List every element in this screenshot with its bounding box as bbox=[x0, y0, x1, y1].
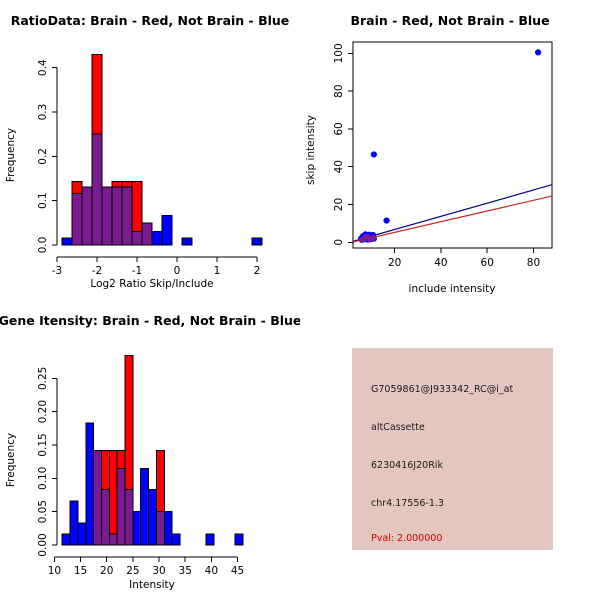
ratio-histogram-title: RatioData: Brain - Red, Not Brain - Blue bbox=[11, 13, 290, 28]
x-axis-tick-label: 0 bbox=[174, 265, 181, 277]
histogram-bar-blue bbox=[61, 533, 71, 546]
gene-histogram-plot-area: 0.00 0.05 0.10 0.15 0.20 0.25 10 15 20 25 30 35 40 45 bbox=[37, 355, 244, 577]
x-axis-tick-label: 60 bbox=[481, 257, 494, 269]
x-axis-tick-label: 35 bbox=[179, 565, 192, 577]
info-locus: chr4.17556-1.3 bbox=[371, 498, 444, 509]
y-axis-tick-label: 0.10 bbox=[37, 467, 49, 490]
histogram-bar-overlap bbox=[131, 230, 143, 246]
x-axis-tick-label: -1 bbox=[132, 265, 142, 277]
scatter-plot-area: 0 20 40 60 80 100 20 40 60 80 bbox=[333, 41, 553, 269]
info-pval: Pval: 2.000000 bbox=[371, 533, 443, 544]
histogram-bar-blue bbox=[77, 522, 87, 546]
info-event-type: altCassette bbox=[371, 422, 425, 433]
panel-gene-histogram: Gene Itensity: Brain - Red, Not Brain - … bbox=[0, 300, 300, 600]
y-axis-tick-label: 0.15 bbox=[37, 433, 49, 456]
info-probe-id: G7059861@J933342_RC@i_at bbox=[371, 384, 514, 395]
histogram-bar-blue bbox=[161, 214, 173, 246]
scatter-title: Brain - Red, Not Brain - Blue bbox=[350, 13, 549, 28]
regression-line bbox=[353, 195, 552, 243]
ratio-histogram-y-axis-label: Frequency bbox=[5, 128, 17, 182]
gene-histogram-x-axis-label: Intensity bbox=[129, 579, 175, 591]
x-axis-tick-label: -2 bbox=[92, 265, 102, 277]
y-axis-tick-label: 40 bbox=[333, 160, 345, 173]
histogram-bar-overlap bbox=[111, 186, 123, 246]
histogram-bar-blue bbox=[85, 422, 95, 546]
histogram-bar-overlap bbox=[101, 186, 113, 246]
x-axis-tick-label: 45 bbox=[231, 565, 244, 577]
scatter-point bbox=[383, 217, 390, 224]
histogram-bar-overlap bbox=[116, 467, 126, 546]
x-axis-tick-label: 25 bbox=[126, 565, 139, 577]
x-axis-tick-label: 80 bbox=[527, 257, 540, 269]
y-axis-tick-label: 0.25 bbox=[37, 367, 49, 390]
x-axis-tick-label: 1 bbox=[214, 265, 221, 277]
x-axis-tick-label: 20 bbox=[100, 565, 113, 577]
y-axis-tick-label: 0.1 bbox=[37, 192, 49, 209]
y-axis-tick-label: 0.05 bbox=[37, 500, 49, 523]
scatter-svg: Brain - Red, Not Brain - Blue 0 20 40 60 80 1… bbox=[305, 13, 553, 295]
x-axis-tick-label: 10 bbox=[48, 565, 61, 577]
histogram-bar-blue bbox=[140, 467, 150, 546]
histogram-bar-blue bbox=[163, 511, 173, 546]
histogram-bar-blue bbox=[69, 500, 79, 546]
y-axis-tick-label: 0.00 bbox=[37, 533, 49, 556]
y-axis-tick-label: 60 bbox=[333, 122, 345, 135]
histogram-bar-blue bbox=[205, 533, 215, 546]
x-axis-tick-label: 2 bbox=[254, 265, 261, 277]
x-axis-tick-label: 30 bbox=[152, 565, 165, 577]
histogram-bar-overlap bbox=[141, 222, 153, 246]
scatter-point bbox=[535, 49, 542, 56]
x-axis-tick-label: -3 bbox=[52, 265, 62, 277]
y-axis-tick-label: 0.2 bbox=[37, 148, 49, 165]
y-axis-tick-label: 0.4 bbox=[37, 59, 49, 76]
histogram-bar-blue bbox=[171, 533, 181, 546]
y-axis-tick-label: 0 bbox=[333, 239, 345, 246]
ratio-histogram-svg: RatioData: Brain - Red, Not Brain - Blue… bbox=[5, 13, 290, 290]
y-axis-tick-label: 100 bbox=[333, 43, 345, 63]
scatter-point bbox=[370, 151, 377, 158]
scatter-point bbox=[370, 234, 377, 241]
scatter-y-axis-label: skip intensity bbox=[305, 115, 317, 185]
gene-info-panel: G7059861@J933342_RC@i_at altCassette 623… bbox=[352, 348, 553, 550]
histogram-bar-overlap bbox=[121, 186, 133, 246]
y-axis-tick-label: 0.0 bbox=[37, 237, 49, 254]
y-axis-tick-label: 80 bbox=[333, 84, 345, 97]
histogram-bar-blue bbox=[151, 230, 163, 246]
histogram-bar-blue bbox=[61, 237, 73, 246]
histogram-bar-blue bbox=[148, 489, 157, 546]
y-axis-tick-label: 0.3 bbox=[37, 104, 49, 121]
panel-intensity-scatter: Brain - Red, Not Brain - Blue 0 20 40 60 80 1… bbox=[300, 0, 600, 300]
histogram-bar-overlap bbox=[91, 133, 103, 246]
regression-line bbox=[353, 184, 552, 242]
panel-ratio-histogram: RatioData: Brain - Red, Not Brain - Blue… bbox=[0, 0, 300, 300]
x-axis-tick-label: 40 bbox=[434, 257, 447, 269]
scatter-x-axis-label: include intensity bbox=[409, 283, 496, 295]
x-axis-tick-label: 40 bbox=[205, 565, 218, 577]
x-axis-tick-label: 20 bbox=[388, 257, 401, 269]
histogram-bar-blue bbox=[132, 511, 142, 546]
plot-frame bbox=[352, 41, 553, 249]
ratio-histogram-x-axis-label: Log2 Ratio Skip/Include bbox=[90, 278, 213, 290]
histogram-bar-overlap bbox=[71, 193, 83, 246]
ratio-histogram-plot-area: 0.0 0.1 0.2 0.3 0.4 -3 -2 -1 0 1 2 bbox=[37, 53, 263, 277]
histogram-bar-overlap bbox=[100, 489, 110, 546]
histogram-bar-blue bbox=[181, 237, 193, 246]
gene-histogram-y-axis-label: Frequency bbox=[5, 433, 17, 487]
histogram-bar-overlap bbox=[155, 511, 165, 546]
y-axis-tick-label: 0.20 bbox=[37, 400, 49, 423]
histogram-bar-overlap bbox=[93, 449, 102, 546]
gene-histogram-title: Gene Itensity: Brain - Red, Not Brain - … bbox=[0, 313, 300, 328]
y-axis-tick-label: 20 bbox=[333, 198, 345, 211]
histogram-bar-blue bbox=[234, 533, 244, 546]
info-gene-symbol: 6230416J20Rik bbox=[371, 460, 443, 471]
histogram-bar-overlap bbox=[124, 489, 134, 546]
x-axis-tick-label: 15 bbox=[74, 565, 87, 577]
histogram-bar-overlap bbox=[108, 533, 118, 546]
histogram-bar-overlap bbox=[81, 186, 93, 246]
histogram-bar-red bbox=[108, 449, 118, 546]
gene-histogram-svg: Gene Itensity: Brain - Red, Not Brain - … bbox=[0, 313, 300, 591]
scatter-inner bbox=[353, 49, 552, 244]
histogram-bar-blue bbox=[251, 237, 263, 246]
